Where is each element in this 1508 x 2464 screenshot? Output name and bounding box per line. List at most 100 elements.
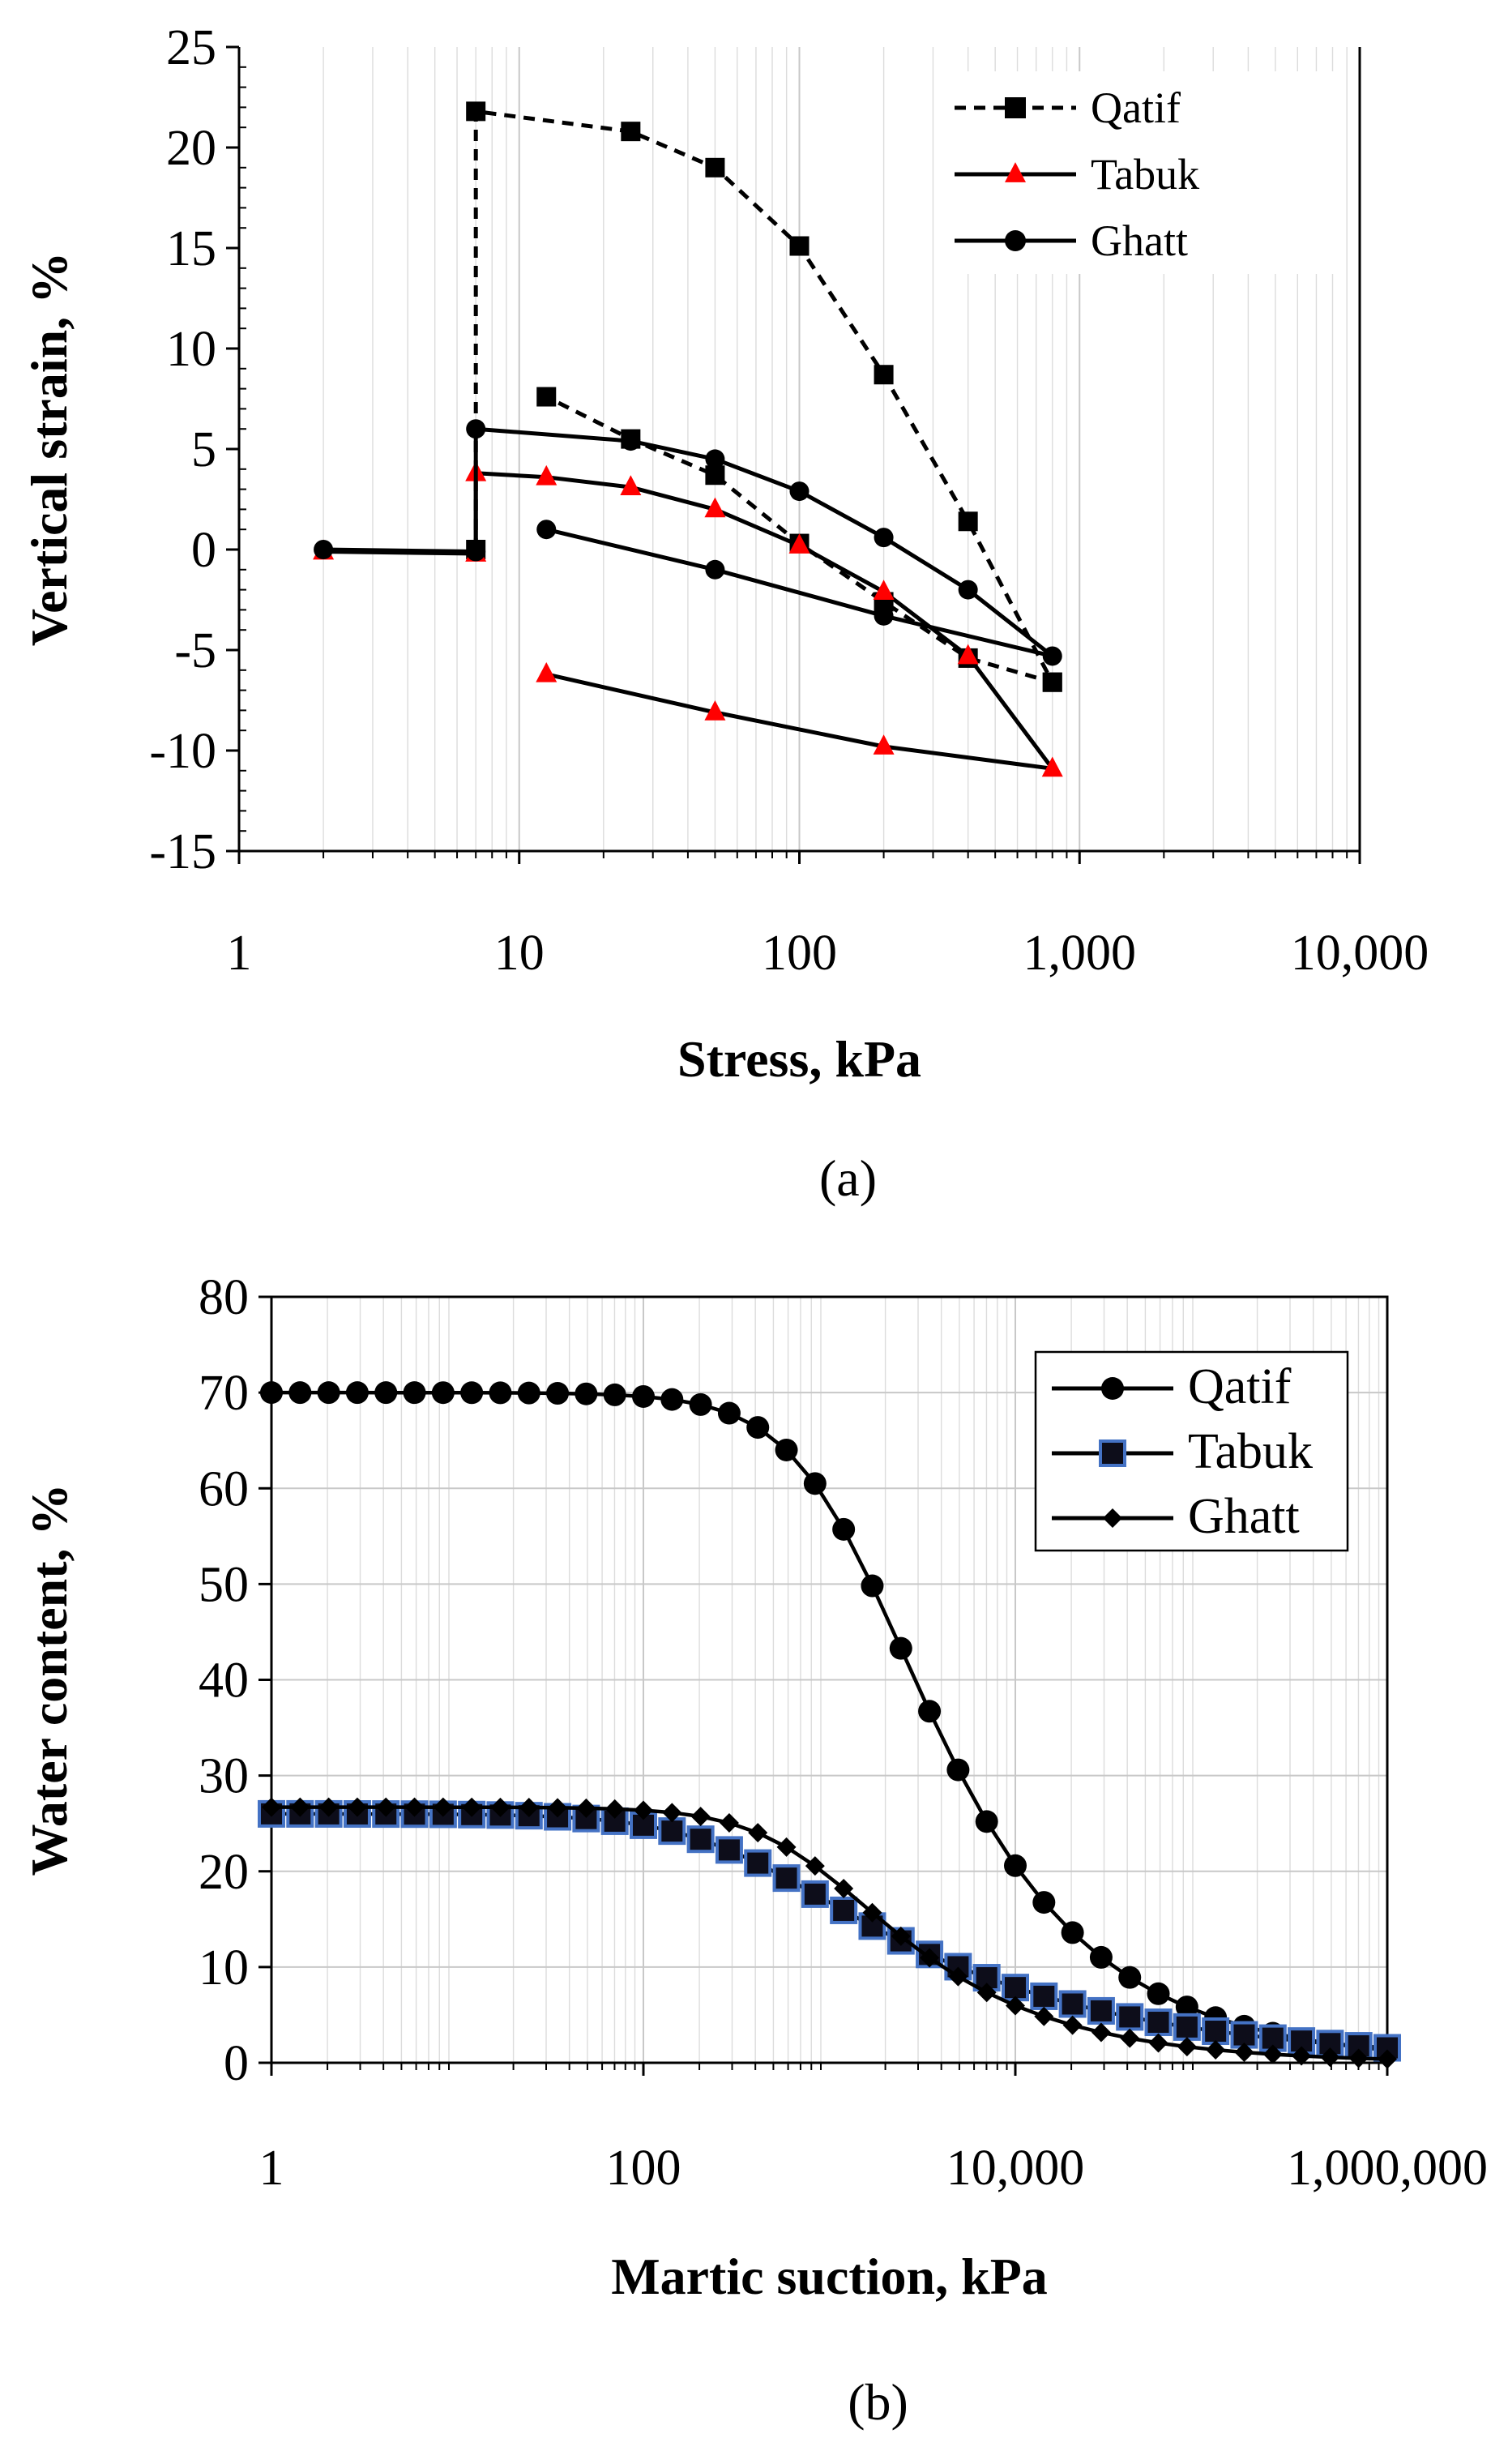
x-tick-label: 10	[494, 926, 545, 981]
data-point	[1147, 1982, 1170, 2005]
data-point	[920, 1948, 940, 1968]
legend-marker	[1005, 162, 1026, 182]
series-line	[271, 1390, 1388, 2052]
data-point	[658, 1817, 686, 1846]
data-point	[1378, 2049, 1397, 2069]
legend-marker	[1005, 97, 1026, 118]
gridlines	[238, 47, 1361, 851]
legend-label: Ghatt	[1091, 216, 1188, 265]
data-point	[1034, 2006, 1054, 2026]
y-tick-label: 40	[199, 1653, 249, 1709]
data-point	[347, 1797, 367, 1817]
series-ghatt	[314, 419, 1062, 666]
data-point	[1041, 756, 1063, 777]
data-point	[466, 541, 486, 562]
y-tick-label: 10	[199, 1940, 249, 1996]
data-point	[466, 419, 486, 439]
y-axis-title: Vertical strain, %	[20, 252, 78, 646]
y-tick-label: 10	[166, 322, 216, 377]
x-axis-title: Martic suction, kPa	[611, 2248, 1048, 2305]
y-tick-label: 20	[199, 1845, 249, 1900]
data-point	[1116, 2003, 1144, 2031]
data-point	[575, 1382, 598, 1405]
y-tick-label: -10	[149, 724, 216, 779]
data-point	[874, 365, 894, 385]
data-point	[604, 1799, 625, 1819]
data-point	[1177, 2037, 1197, 2057]
data-point	[376, 1797, 396, 1817]
data-point	[536, 661, 557, 682]
legend-label: Tabuk	[1091, 150, 1199, 199]
data-point	[288, 1381, 312, 1405]
data-point	[262, 1797, 281, 1817]
data-point	[776, 1837, 797, 1857]
y-tick-label: 5	[191, 422, 216, 477]
data-point	[433, 1797, 453, 1817]
data-point	[1006, 1996, 1025, 2016]
x-tick-label: 1	[227, 926, 252, 981]
data-point	[789, 481, 810, 502]
data-point	[1042, 646, 1062, 666]
y-tick-label: -5	[174, 623, 216, 678]
series-line	[271, 1805, 1388, 2061]
data-point	[546, 1382, 570, 1405]
data-point	[489, 1381, 512, 1405]
data-point	[717, 1401, 741, 1425]
series-line	[473, 109, 1055, 685]
data-point	[490, 1797, 510, 1817]
data-point	[632, 1384, 655, 1408]
data-point	[536, 464, 557, 486]
legend-marker	[1103, 1508, 1122, 1528]
series-ghatt	[262, 1797, 1397, 2069]
data-point	[1173, 2013, 1201, 2041]
x-tick-label: 1,000	[1023, 926, 1137, 981]
y-tick-label: 20	[166, 121, 216, 176]
data-point	[1087, 1996, 1115, 2025]
data-point	[1042, 672, 1062, 692]
data-point	[874, 528, 894, 548]
data-point	[314, 540, 334, 559]
data-point	[404, 1797, 425, 1817]
data-point	[318, 1797, 339, 1817]
data-point	[744, 1849, 772, 1877]
data-point	[290, 1797, 310, 1817]
data-point	[1175, 1996, 1198, 2019]
ticks: -15 -10 -5 0 5 10 15 20 25 1 10 100 1,000 10,000	[149, 20, 1429, 981]
y-tick-label: 80	[199, 1270, 249, 1325]
data-point	[403, 1381, 426, 1405]
legend-label: Qatif	[1091, 83, 1181, 132]
data-point	[746, 1416, 770, 1439]
data-point	[946, 1758, 970, 1782]
data-point	[1348, 2048, 1369, 2068]
data-point	[1030, 1982, 1058, 2010]
data-point	[466, 101, 486, 122]
data-point	[1234, 2043, 1254, 2063]
data-point	[958, 580, 978, 600]
data-point	[788, 533, 810, 554]
series-tabuk	[258, 1799, 1401, 2062]
data-point	[715, 1836, 743, 1864]
series-qatif	[260, 1381, 1399, 2062]
data-point	[690, 1807, 711, 1827]
x-tick-label: 1	[259, 2141, 284, 2196]
data-point	[460, 1381, 484, 1405]
y-axis-title: Water content, %	[20, 1483, 78, 1876]
x-tick-label: 10,000	[1291, 926, 1429, 981]
data-point	[1144, 2008, 1173, 2037]
data-point	[634, 1800, 653, 1820]
data-point	[891, 1926, 911, 1946]
chart-b: 0 10 20 30 40 50 60 70 80 1 100 10,000 1,000,000 Mart…	[20, 1270, 1488, 2431]
data-point	[830, 1896, 858, 1924]
x-axis-title: Stress, kPa	[677, 1030, 921, 1088]
series-line	[271, 1812, 1388, 2050]
data-point	[536, 387, 557, 407]
legend-marker	[1099, 1439, 1126, 1467]
data-point	[1118, 1966, 1142, 1989]
data-point	[805, 1856, 825, 1876]
data-point	[1316, 2030, 1344, 2058]
y-tick-label: 30	[199, 1749, 249, 1804]
data-point	[1058, 1990, 1087, 2018]
data-point	[1089, 1945, 1113, 1969]
data-point	[862, 1902, 882, 1923]
series-line	[323, 426, 1055, 658]
